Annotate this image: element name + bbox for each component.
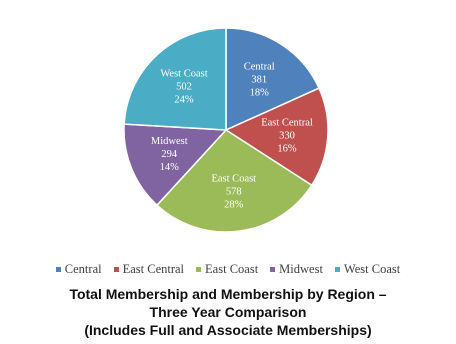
legend-swatch bbox=[270, 267, 276, 272]
legend-swatch bbox=[334, 267, 340, 272]
legend-swatch bbox=[196, 267, 202, 272]
pie-slice-east-central bbox=[224, 87, 329, 187]
caption-line-2: Three Year Comparison bbox=[149, 304, 307, 320]
legend-item-west-coast: West Coast bbox=[334, 262, 401, 277]
caption-line-3: (Includes Full and Associate Memberships… bbox=[84, 322, 372, 338]
chart-legend: Central East Central East Coast Midwest West… bbox=[0, 262, 456, 277]
legend-swatch bbox=[55, 267, 61, 272]
legend-label: Midwest bbox=[279, 262, 323, 276]
pie-slices bbox=[123, 27, 329, 233]
legend-item-central: Central bbox=[55, 262, 102, 277]
legend-swatch bbox=[113, 267, 119, 272]
slice-label-east-coast: East Coast 578 28% bbox=[211, 174, 256, 211]
legend-item-east-central: East Central bbox=[113, 262, 185, 277]
pie-chart: Central 381 18% East Central 330 16%East Coas… bbox=[123, 27, 329, 233]
legend-item-midwest: Midwest bbox=[270, 262, 323, 277]
slice-label-west-coast: West Coast 502 24% bbox=[160, 69, 207, 106]
pie-slice-central bbox=[225, 27, 321, 132]
legend-item-east-coast: East Coast bbox=[196, 262, 258, 277]
slice-label-central: Central 381 18% bbox=[244, 62, 275, 99]
pie-slice-midwest bbox=[123, 123, 228, 207]
chart-caption: Total Membership and Membership by Regio… bbox=[0, 285, 456, 339]
legend-label: Central bbox=[64, 262, 102, 276]
pie-slice-west-coast bbox=[123, 27, 227, 131]
legend-label: West Coast bbox=[343, 262, 401, 276]
slice-labels: Central 381 18% East Central 330 16%East Coas… bbox=[151, 62, 313, 211]
slice-label-east-central: East Central 330 16% bbox=[261, 118, 313, 155]
legend-label: East Central bbox=[122, 262, 185, 276]
legend-label: East Coast bbox=[205, 262, 259, 276]
pie-slice-east-coast bbox=[155, 129, 313, 233]
slice-label-midwest: Midwest 294 14% bbox=[151, 136, 188, 173]
caption-line-1: Total Membership and Membership by Regio… bbox=[69, 286, 387, 302]
